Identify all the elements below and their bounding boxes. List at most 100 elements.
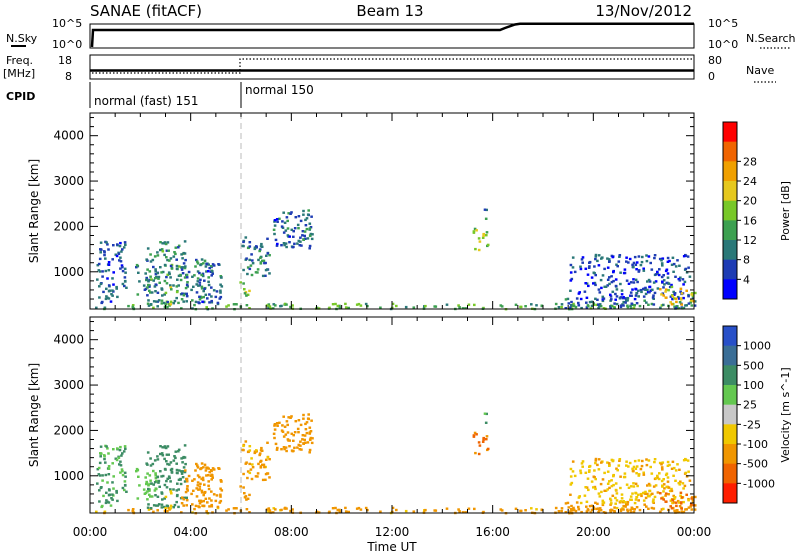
echo-cell <box>243 288 246 291</box>
echo-cell <box>625 279 629 282</box>
echo-cell <box>650 302 654 306</box>
echo-cell <box>645 254 648 257</box>
echo-cell <box>661 468 664 471</box>
echo-cell <box>273 423 277 426</box>
echo-cell <box>673 305 676 308</box>
echo-cell <box>573 474 577 478</box>
echo-cell <box>309 226 313 229</box>
echo-cell <box>689 299 693 302</box>
echo-cell <box>619 282 622 286</box>
nave-top: 80 <box>708 54 722 67</box>
echo-cell <box>243 496 247 499</box>
echo-cell <box>253 247 257 251</box>
echo-cell <box>164 495 168 499</box>
echo-cell <box>107 263 111 266</box>
echo-cell <box>281 220 284 223</box>
echo-cell <box>627 282 631 285</box>
echo-cell <box>293 446 296 449</box>
echo-cell <box>105 445 108 448</box>
echo-cell <box>610 280 614 284</box>
echo-cell <box>194 469 197 472</box>
echo-cell <box>481 236 485 239</box>
echo-cell <box>286 234 290 237</box>
echo-cell <box>218 501 222 504</box>
cpid-label: CPID <box>6 90 35 103</box>
echo-cell <box>629 485 633 488</box>
echo-cell <box>618 458 622 461</box>
echo-cell <box>642 492 645 495</box>
echo-cell <box>146 247 150 250</box>
echo-cell <box>578 291 581 294</box>
echo-cell <box>675 504 678 508</box>
echo-cell <box>296 446 299 449</box>
echo-cell <box>177 450 180 453</box>
time-tick-label: 04:00 <box>173 525 208 539</box>
echo-cell <box>653 291 657 295</box>
echo-cell <box>153 285 157 288</box>
echo-cell <box>653 458 657 461</box>
echo-cell <box>649 261 652 265</box>
echo-cell <box>560 507 564 510</box>
echo-cell <box>182 294 186 297</box>
echo-cell <box>593 272 596 275</box>
echo-cell <box>464 511 467 514</box>
echo-cell <box>664 473 668 477</box>
echo-cell <box>669 301 672 304</box>
echo-cell <box>169 468 173 472</box>
echo-cell <box>654 273 658 276</box>
echo-cell <box>625 256 628 259</box>
echo-cell <box>219 487 222 490</box>
echo-cell <box>154 300 158 303</box>
echo-cell <box>149 260 153 263</box>
echo-cell <box>245 304 249 307</box>
echo-cell <box>618 254 622 257</box>
echo-cell <box>626 296 630 300</box>
echo-cell <box>665 500 668 503</box>
echo-cell <box>146 472 149 475</box>
echo-cell <box>260 449 264 452</box>
echo-cell <box>678 501 681 504</box>
echo-cell <box>174 456 177 460</box>
echo-cell <box>103 253 106 257</box>
echo-cell <box>170 288 173 291</box>
echo-cell <box>632 510 636 513</box>
echo-cell <box>683 484 687 488</box>
echo-cell <box>659 510 662 513</box>
echo-cell <box>164 303 167 306</box>
echo-cell <box>569 306 572 309</box>
echo-cell <box>150 495 154 498</box>
echo-cell <box>308 431 312 434</box>
echo-cell <box>101 479 104 482</box>
echo-cell <box>177 284 180 287</box>
echo-cell <box>359 304 363 307</box>
echo-cell <box>644 286 647 290</box>
echo-cell <box>412 510 416 513</box>
echo-cell <box>678 264 681 267</box>
echo-cell <box>594 461 597 465</box>
echo-cell <box>684 508 687 511</box>
echo-cell <box>197 488 200 491</box>
echo-cell <box>499 304 503 307</box>
echo-cell <box>618 255 621 258</box>
echo-cell <box>285 449 288 453</box>
echo-cell <box>179 278 183 282</box>
echo-cell <box>168 259 171 262</box>
echo-cell <box>602 307 606 310</box>
echo-cell <box>689 301 692 304</box>
echo-cell <box>592 486 595 489</box>
echo-cell <box>115 491 118 494</box>
echo-cell <box>588 300 592 304</box>
echo-cell <box>219 479 223 482</box>
echo-cell <box>477 248 481 252</box>
freq-top: 18 <box>58 54 72 67</box>
echo-cell <box>634 491 637 495</box>
echo-cell <box>151 258 155 262</box>
echo-cell <box>172 488 175 491</box>
echo-cell <box>123 284 126 288</box>
echo-cell <box>147 484 150 487</box>
echo-cell <box>99 455 102 458</box>
echo-cell <box>379 510 382 513</box>
echo-cell <box>640 464 644 468</box>
power-colorbar-label: 12 <box>743 234 757 247</box>
echo-cell <box>347 306 350 310</box>
